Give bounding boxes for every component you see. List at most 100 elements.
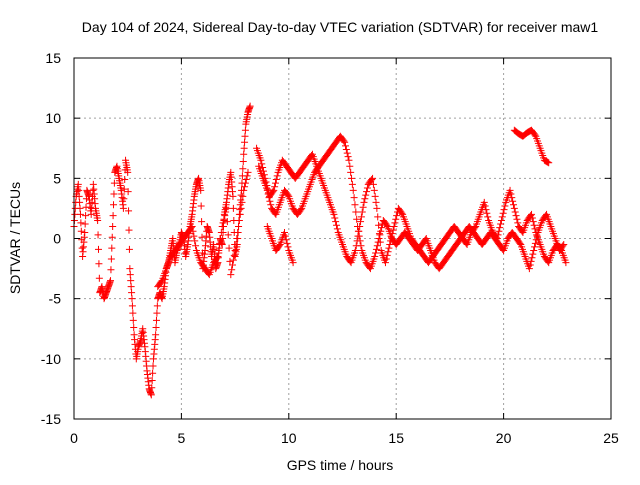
data-point	[215, 247, 223, 255]
data-point	[243, 172, 251, 180]
data-point	[509, 201, 517, 209]
data-point	[371, 253, 379, 261]
series-sdtvar-track-4	[255, 132, 568, 273]
data-point	[333, 225, 341, 233]
data-point	[94, 216, 102, 224]
data-point	[128, 302, 136, 310]
data-point	[345, 156, 353, 164]
data-point	[125, 226, 133, 234]
data-point	[237, 204, 245, 212]
chart-title: Day 104 of 2024, Sidereal Day-to-day VTE…	[82, 19, 599, 35]
data-point	[229, 256, 237, 264]
data-point	[559, 242, 567, 250]
data-point	[266, 197, 274, 205]
data-point	[354, 227, 362, 235]
data-point	[530, 247, 538, 255]
data-point	[264, 190, 272, 198]
data-point	[239, 192, 247, 200]
y-tick-label: 0	[53, 231, 61, 247]
y-tick-label: -15	[41, 411, 61, 427]
data-point	[81, 220, 89, 228]
data-point	[241, 138, 249, 146]
data-point	[75, 192, 83, 200]
data-point	[526, 261, 534, 269]
data-point	[390, 222, 398, 230]
data-point	[383, 221, 391, 229]
data-point	[240, 186, 248, 194]
data-point	[372, 249, 380, 257]
data-point	[330, 210, 338, 218]
data-point	[507, 190, 515, 198]
data-point	[189, 227, 197, 235]
data-point	[267, 201, 275, 209]
data-point	[152, 324, 160, 332]
data-point	[342, 142, 350, 150]
data-point	[376, 231, 384, 239]
data-point	[128, 295, 136, 303]
data-point	[126, 265, 134, 273]
data-point	[121, 176, 129, 184]
data-point	[369, 180, 377, 188]
data-point	[366, 263, 374, 271]
data-point	[346, 257, 354, 265]
data-point	[108, 233, 116, 241]
data-point	[533, 232, 541, 240]
x-tick-label: 10	[281, 430, 297, 446]
data-point	[120, 195, 128, 203]
data-point	[198, 233, 206, 241]
data-point	[347, 168, 355, 176]
data-point	[191, 237, 199, 245]
data-point	[385, 244, 393, 252]
data-point	[343, 149, 351, 157]
data-point	[348, 180, 356, 188]
data-point	[527, 257, 535, 265]
data-point	[265, 194, 273, 202]
data-point	[531, 131, 539, 139]
data-marks	[70, 102, 570, 399]
data-point	[308, 151, 316, 159]
data-point	[484, 213, 492, 221]
data-point	[126, 271, 134, 279]
data-point	[275, 242, 283, 250]
data-point	[510, 204, 518, 212]
data-point	[528, 210, 536, 218]
data-point	[392, 215, 400, 223]
data-point	[238, 198, 246, 206]
data-point	[222, 208, 230, 216]
data-point	[76, 210, 84, 218]
data-point	[496, 224, 504, 232]
data-point	[525, 265, 533, 273]
data-point	[284, 243, 292, 251]
data-point	[226, 257, 234, 265]
data-point	[236, 210, 244, 218]
data-point	[378, 224, 386, 232]
data-point	[95, 260, 103, 268]
data-point	[373, 204, 381, 212]
data-point	[506, 186, 514, 194]
data-point	[518, 227, 526, 235]
data-point	[495, 227, 503, 235]
data-point	[190, 232, 198, 240]
data-point	[391, 219, 399, 227]
data-point	[501, 202, 509, 210]
data-point	[381, 259, 389, 267]
data-point	[340, 137, 348, 145]
data-point	[147, 391, 155, 399]
data-point	[127, 277, 135, 285]
data-point	[227, 271, 235, 279]
data-point	[124, 168, 132, 176]
data-point	[360, 198, 368, 206]
data-point	[542, 212, 550, 220]
data-point	[331, 214, 339, 222]
data-point	[152, 316, 160, 324]
data-point	[108, 244, 116, 252]
data-point	[229, 192, 237, 200]
y-axis-label: SDTVAR / TECUs	[7, 182, 23, 294]
data-point	[149, 369, 157, 377]
data-point	[271, 183, 279, 191]
data-point	[481, 202, 489, 210]
data-point	[216, 241, 224, 249]
data-point	[354, 222, 362, 230]
data-point	[224, 231, 232, 239]
data-point	[125, 245, 133, 253]
